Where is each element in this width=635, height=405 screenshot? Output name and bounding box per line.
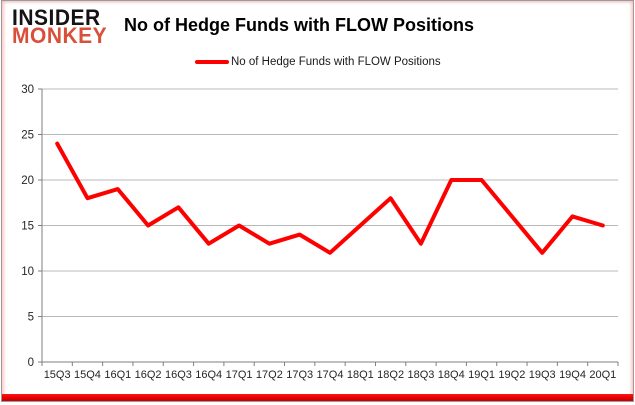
svg-text:17Q1: 17Q1 — [226, 369, 253, 381]
y-axis-labels: 0 5 10 15 20 25 30 — [21, 84, 34, 369]
svg-text:16Q1: 16Q1 — [104, 369, 131, 381]
svg-text:15Q3: 15Q3 — [44, 369, 71, 381]
insider-monkey-logo: INSIDER MONKEY — [12, 5, 108, 49]
axes — [41, 89, 619, 366]
svg-text:25: 25 — [21, 130, 34, 142]
bottom-red-band — [2, 394, 633, 401]
svg-text:18Q3: 18Q3 — [407, 369, 434, 381]
svg-text:19Q2: 19Q2 — [498, 369, 525, 381]
svg-text:16Q4: 16Q4 — [195, 369, 222, 381]
gridlines — [38, 88, 618, 363]
x-axis-labels: 15Q3 15Q4 16Q1 16Q2 16Q3 16Q4 17Q1 17Q2 17Q3 17Q4… — [44, 369, 617, 381]
svg-text:16Q3: 16Q3 — [165, 369, 192, 381]
page-title: No of Hedge Funds with FLOW Positions — [124, 15, 474, 35]
legend-line-swatch — [195, 60, 229, 64]
svg-text:15Q4: 15Q4 — [74, 369, 101, 381]
svg-text:30: 30 — [21, 84, 34, 96]
svg-text:16Q2: 16Q2 — [135, 369, 162, 381]
svg-text:19Q3: 19Q3 — [529, 369, 556, 381]
svg-text:18Q1: 18Q1 — [347, 369, 374, 381]
svg-text:17Q4: 17Q4 — [317, 369, 344, 381]
legend-label: No of Hedge Funds with FLOW Positions — [231, 56, 441, 68]
svg-text:17Q2: 17Q2 — [256, 369, 283, 381]
chart-legend: No of Hedge Funds with FLOW Positions — [195, 56, 441, 68]
svg-text:10: 10 — [21, 266, 34, 278]
logo-text-monkey: MONKEY — [12, 23, 108, 49]
svg-text:18Q4: 18Q4 — [438, 369, 465, 381]
logo-text-insider: INSIDER — [12, 5, 101, 30]
svg-text:5: 5 — [28, 312, 34, 324]
svg-text:19Q4: 19Q4 — [559, 369, 586, 381]
svg-text:20: 20 — [21, 175, 34, 187]
svg-text:0: 0 — [28, 357, 34, 369]
svg-text:19Q1: 19Q1 — [468, 369, 495, 381]
svg-text:17Q3: 17Q3 — [286, 369, 313, 381]
svg-text:18Q2: 18Q2 — [377, 369, 404, 381]
svg-text:20Q1: 20Q1 — [589, 369, 616, 381]
series-line-flow — [55, 141, 605, 255]
svg-text:15: 15 — [21, 221, 34, 233]
